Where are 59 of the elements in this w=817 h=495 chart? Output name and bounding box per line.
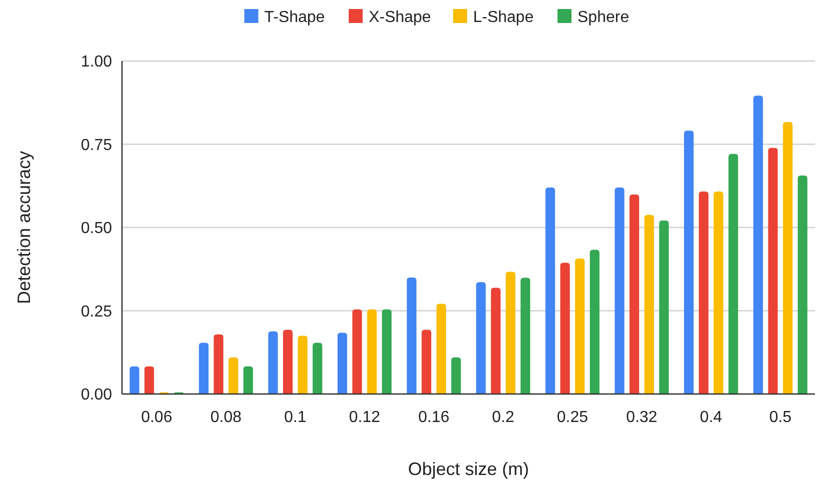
legend-label: X-Shape bbox=[368, 9, 432, 26]
bar bbox=[130, 366, 140, 394]
bar bbox=[476, 282, 486, 394]
bar bbox=[644, 214, 654, 394]
x-tick-label: 0.12 bbox=[348, 409, 380, 426]
bar bbox=[614, 188, 624, 394]
y-tick-label: 0.50 bbox=[80, 220, 112, 238]
bar bbox=[560, 262, 570, 394]
x-tick-label: 0.16 bbox=[418, 409, 450, 426]
y-axis-title: Detection accuracy bbox=[14, 150, 34, 304]
bar bbox=[436, 304, 446, 394]
bar bbox=[268, 331, 278, 394]
bar bbox=[782, 122, 793, 394]
bar bbox=[312, 342, 322, 394]
bar bbox=[545, 188, 556, 394]
x-tick-label: 0.06 bbox=[141, 409, 172, 426]
bar bbox=[283, 330, 293, 394]
bar bbox=[214, 334, 224, 394]
bar bbox=[352, 309, 362, 394]
bar bbox=[590, 250, 600, 394]
bar bbox=[228, 357, 238, 394]
x-tick-label: 0.32 bbox=[626, 409, 658, 426]
bar bbox=[768, 148, 778, 394]
bar bbox=[367, 309, 377, 394]
bar bbox=[798, 176, 808, 394]
bar bbox=[728, 154, 738, 394]
x-axis-title: Object size (m) bbox=[408, 459, 530, 479]
bar bbox=[630, 194, 640, 394]
x-tick-label: 0.2 bbox=[492, 409, 514, 426]
y-tick-label: 1.00 bbox=[80, 54, 112, 71]
bar bbox=[144, 366, 154, 394]
bar bbox=[684, 130, 694, 394]
bar bbox=[298, 336, 308, 394]
bar bbox=[382, 309, 392, 394]
y-tick-label: 0.75 bbox=[80, 136, 112, 154]
bar bbox=[422, 330, 432, 394]
bar bbox=[753, 96, 763, 394]
x-tick-label: 0.08 bbox=[210, 409, 242, 426]
bar bbox=[659, 220, 669, 394]
legend-label: L-Shape bbox=[473, 9, 534, 26]
bar bbox=[406, 277, 416, 394]
bar bbox=[243, 366, 253, 394]
bar bbox=[506, 272, 516, 394]
bar bbox=[490, 288, 501, 394]
bar bbox=[198, 342, 209, 394]
bar bbox=[698, 192, 708, 394]
y-tick-label: 0.25 bbox=[80, 303, 112, 320]
bar bbox=[575, 258, 585, 394]
bar bbox=[451, 357, 461, 394]
bar bbox=[520, 278, 530, 394]
x-tick-label: 0.4 bbox=[700, 409, 722, 426]
x-tick-label: 0.25 bbox=[556, 409, 588, 426]
legend-label: T-Shape bbox=[264, 9, 325, 26]
x-tick-label: 0.5 bbox=[769, 409, 792, 426]
bar bbox=[338, 332, 348, 394]
legend-label: Sphere bbox=[578, 9, 630, 26]
y-tick-label: 0.00 bbox=[80, 386, 112, 404]
x-tick-label: 0.1 bbox=[284, 409, 306, 426]
bar bbox=[714, 192, 724, 394]
